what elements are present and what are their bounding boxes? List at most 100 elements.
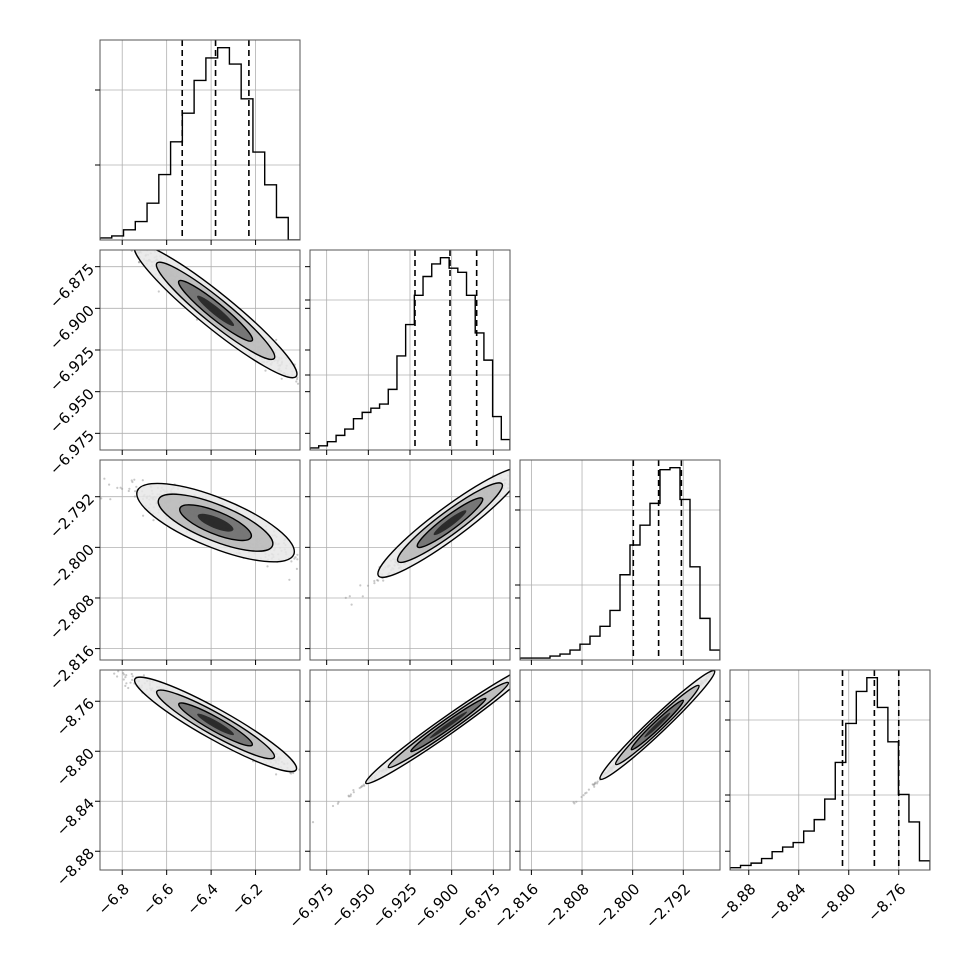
scatter-point	[361, 784, 364, 788]
scatter-point	[108, 483, 111, 486]
scatter-point	[513, 679, 515, 681]
scatter-point	[145, 246, 147, 248]
scatter-point	[321, 401, 323, 403]
scatter-point	[280, 377, 283, 380]
scatter-point	[542, 446, 544, 448]
scatter-point	[128, 237, 130, 239]
histogram-panel-1	[100, 40, 300, 240]
scatter-point	[125, 245, 127, 247]
scatter-point	[521, 471, 523, 473]
scatter-point	[511, 474, 513, 476]
scatter-point	[296, 553, 299, 556]
scatter-panel-1-2	[66, 193, 323, 450]
scatter-point	[331, 804, 335, 808]
scatter-point	[539, 452, 541, 454]
scatter-point	[514, 676, 516, 678]
scatter-point	[523, 671, 525, 673]
scatter-point	[305, 568, 307, 570]
scatter-point	[128, 487, 131, 490]
scatter-point	[302, 773, 304, 775]
scatter-point	[514, 677, 516, 679]
contour-level-4	[197, 713, 234, 736]
scatter-point	[307, 783, 309, 785]
scatter-point	[127, 686, 130, 690]
contour-level-4	[197, 295, 235, 327]
scatter-point	[363, 784, 366, 787]
scatter-point	[133, 478, 136, 481]
scatter-point	[116, 486, 119, 489]
scatter-point	[534, 457, 536, 459]
scatter-point	[100, 497, 103, 500]
scatter-point	[130, 672, 133, 676]
contour-level-4	[433, 510, 467, 536]
scatter-point	[137, 261, 141, 264]
scatter-point	[136, 246, 138, 248]
scatter-point	[131, 675, 134, 678]
scatter-point	[516, 677, 518, 679]
scatter-point	[513, 464, 515, 466]
scatter-point	[317, 567, 319, 569]
scatter-point	[124, 684, 127, 688]
scatter-point	[547, 447, 549, 449]
scatter-point	[382, 579, 385, 582]
scatter-point	[292, 771, 295, 775]
scatter-point	[122, 678, 125, 681]
scatter-point	[92, 662, 94, 664]
scatter-point	[123, 243, 125, 245]
scatter-point	[295, 567, 298, 571]
scatter-point	[575, 800, 578, 803]
scatter-point	[119, 486, 122, 489]
scatter-point	[373, 582, 376, 585]
scatter-point	[131, 678, 134, 682]
scatter-point	[131, 480, 134, 484]
scatter-point	[275, 338, 278, 341]
scatter-point	[348, 595, 351, 598]
scatter-point	[511, 473, 513, 475]
scatter-point	[66, 193, 68, 195]
scatter-point	[104, 657, 106, 659]
scatter-point	[510, 679, 512, 681]
scatter-point	[129, 247, 131, 249]
scatter-point	[133, 495, 136, 498]
scatter-point	[148, 247, 150, 249]
scatter-point	[523, 671, 525, 673]
scatter-point	[288, 578, 291, 581]
scatter-point	[141, 479, 144, 482]
histogram-step	[100, 46, 300, 240]
scatter-point	[513, 677, 515, 679]
scatter-point	[377, 579, 380, 582]
contour-level-4	[197, 513, 234, 532]
scatter-point	[295, 380, 298, 383]
scatter-point	[524, 469, 526, 471]
scatter-point	[349, 793, 352, 796]
scatter-point	[515, 675, 517, 677]
scatter-point	[294, 556, 297, 559]
scatter-point	[359, 584, 362, 587]
scatter-point	[347, 794, 350, 797]
scatter-point	[522, 470, 524, 472]
scatter-point	[275, 773, 278, 776]
scatter-point	[352, 789, 355, 792]
scatter-point	[129, 681, 132, 684]
scatter-point	[117, 667, 119, 669]
scatter-point	[358, 786, 361, 790]
histogram-step	[520, 466, 720, 660]
scatter-point	[526, 462, 528, 464]
scatter-point	[514, 677, 516, 679]
scatter-point	[515, 675, 517, 677]
scatter-point	[517, 675, 519, 677]
scatter-point	[103, 477, 106, 480]
scatter-point	[125, 674, 128, 677]
histogram-panel-3	[520, 460, 720, 660]
scatter-point	[302, 384, 304, 386]
scatter-panel-2-4	[310, 670, 525, 870]
scatter-point	[311, 779, 313, 781]
scatter-point	[142, 674, 145, 677]
scatter-point	[317, 403, 319, 405]
scatter-point	[296, 382, 300, 385]
scatter-point	[301, 377, 303, 379]
scatter-point	[515, 677, 517, 679]
scatter-point	[512, 478, 514, 480]
scatter-point	[116, 675, 119, 678]
